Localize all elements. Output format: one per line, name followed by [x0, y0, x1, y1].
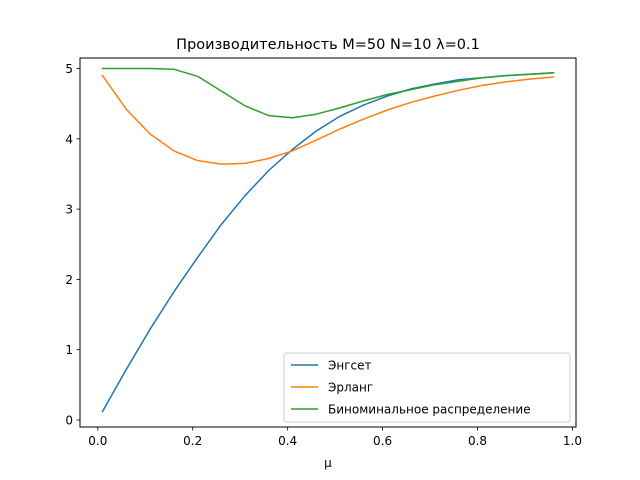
y-axis: 0 1 2 3 4 5 — [65, 62, 80, 427]
x-tick-label: 0.6 — [373, 434, 392, 448]
y-tick-label: 4 — [65, 132, 73, 146]
legend: Энгсет Эрланг Биноминальное распределение — [283, 352, 571, 423]
legend-label-3: Биноминальное распределение — [328, 403, 531, 417]
y-tick-label: 0 — [65, 413, 73, 427]
legend-label-2: Эрланг — [328, 381, 373, 395]
y-tick-label: 5 — [65, 62, 73, 76]
x-axis: 0.0 0.2 0.4 0.6 0.8 1.0 — [88, 427, 582, 448]
x-tick-label: 1.0 — [563, 434, 582, 448]
series-line-2 — [101, 74, 555, 165]
y-tick-label: 1 — [65, 343, 73, 357]
series-line-3 — [101, 67, 555, 119]
chart-title: Производительность M=50 N=10 λ=0.1 — [176, 37, 480, 53]
x-axis-label: μ — [324, 456, 332, 470]
series-layer — [101, 67, 555, 413]
y-tick-label: 2 — [65, 273, 73, 287]
legend-box — [283, 352, 571, 423]
x-tick-label: 0.2 — [183, 434, 202, 448]
plot-frame — [79, 57, 577, 428]
y-tick-label: 3 — [65, 203, 73, 217]
x-tick-label: 0.4 — [278, 434, 297, 448]
x-tick-label: 0.0 — [88, 434, 107, 448]
x-tick-label: 0.8 — [468, 434, 487, 448]
legend-label-1: Энгсет — [328, 359, 372, 373]
